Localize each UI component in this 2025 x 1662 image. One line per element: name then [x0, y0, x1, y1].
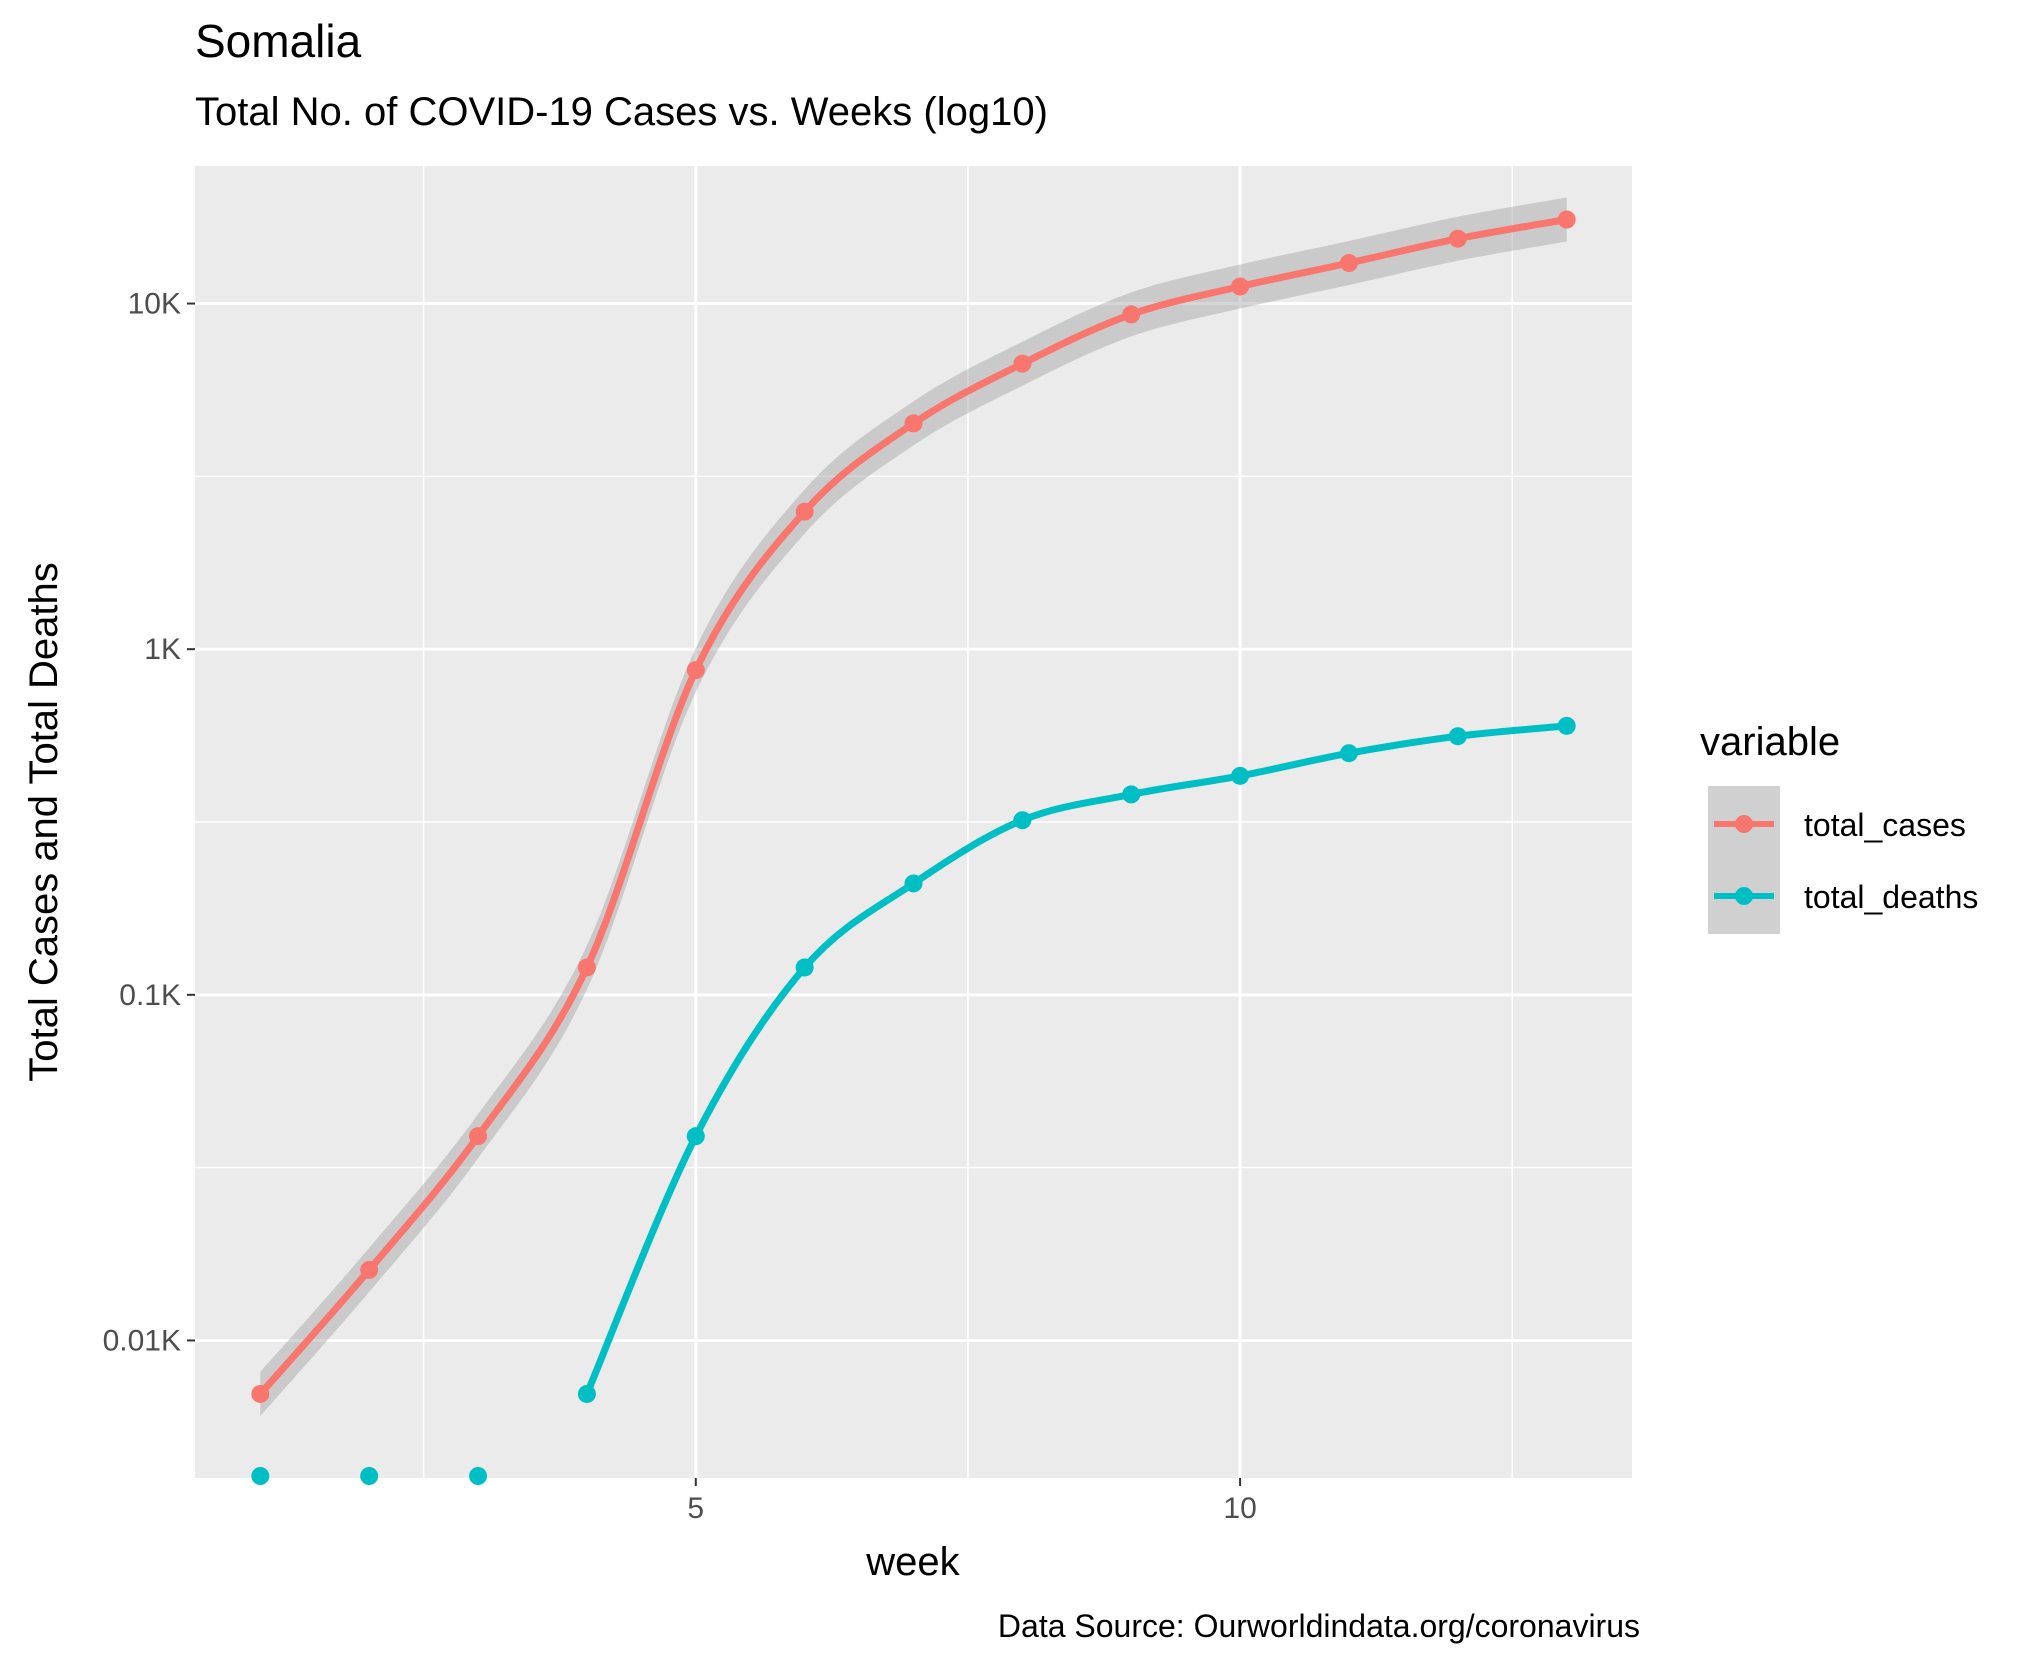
data-point-total_deaths [1557, 716, 1576, 735]
data-point-total_deaths [1122, 785, 1141, 804]
data-point-total_cases [360, 1260, 379, 1279]
major-gridlines [195, 166, 1632, 1478]
x-axis: 5 10 [687, 1478, 1257, 1525]
data-point-total_cases [1013, 354, 1032, 373]
y-tick-label: 0.01K [103, 1324, 181, 1357]
data-point-total_deaths [795, 958, 814, 977]
data-point-total_deaths [577, 1384, 596, 1403]
data-point-total_deaths [1339, 744, 1358, 763]
legend-key-point-total_cases [1735, 815, 1753, 833]
y-axis: 0.01K 0.1K 1K 10K [103, 288, 195, 1357]
y-tick-label: 0.1K [119, 979, 181, 1012]
chart-subtitle: Total No. of COVID-19 Cases vs. Weeks (l… [195, 90, 1048, 134]
legend-title: variable [1700, 720, 1840, 764]
minor-gridlines [195, 166, 1632, 1478]
data-point-total_deaths [1231, 766, 1250, 785]
data-point-total_cases [686, 661, 705, 680]
data-point-total_cases [795, 502, 814, 521]
legend-key-point-total_deaths [1735, 887, 1753, 905]
y-axis-title: Total Cases and Total Deaths [22, 562, 66, 1082]
chart-title: Somalia [195, 15, 362, 67]
data-point-total_cases [1339, 254, 1358, 273]
confidence-bands [260, 197, 1567, 1416]
data-point-total_cases [904, 414, 923, 433]
legend: variable total_cases total_deaths [1700, 720, 1978, 934]
series-points [251, 210, 1576, 1485]
data-source-caption: Data Source: Ourworldindata.org/coronavi… [997, 1608, 1640, 1644]
data-point-total_cases [1231, 277, 1250, 296]
data-point-total_deaths [1013, 811, 1032, 830]
legend-label-total_deaths: total_deaths [1804, 879, 1978, 915]
y-tick-label: 10K [128, 288, 181, 321]
data-point-total_cases [1122, 305, 1141, 324]
data-point-total_cases [251, 1384, 270, 1403]
legend-label-total_cases: total_cases [1804, 807, 1966, 843]
data-point-total_deaths [469, 1467, 488, 1485]
confidence-band-total_cases [260, 197, 1567, 1416]
x-axis-title: week [865, 1540, 960, 1584]
data-point-total_deaths [686, 1127, 705, 1146]
y-tick-label: 1K [144, 633, 181, 666]
data-point-total_cases [1448, 229, 1467, 248]
x-tick-label: 5 [687, 1492, 704, 1525]
data-point-total_cases [1557, 210, 1576, 229]
data-point-total_cases [469, 1127, 488, 1146]
data-point-total_cases [577, 958, 596, 977]
legend-key-background [1708, 786, 1780, 934]
data-point-total_deaths [1448, 727, 1467, 746]
data-point-total_deaths [360, 1467, 379, 1485]
data-point-total_deaths [904, 874, 923, 893]
data-point-total_deaths [251, 1467, 270, 1485]
x-tick-label: 10 [1223, 1492, 1256, 1525]
